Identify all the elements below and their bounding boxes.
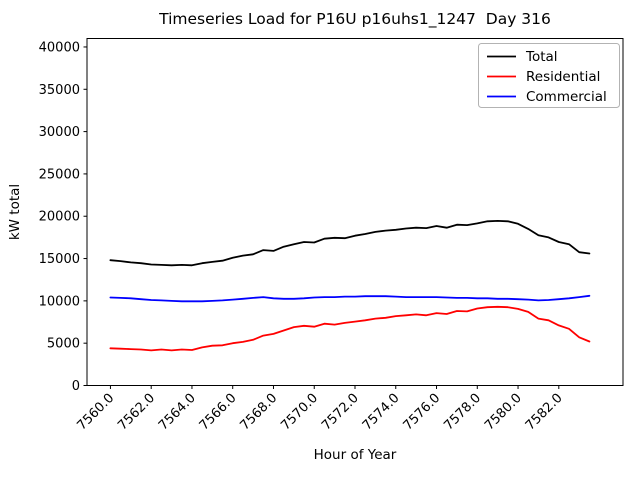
chart-title: Timeseries Load for P16U p16uhs1_1247 Da… xyxy=(158,10,551,29)
y-tick-label: 0 xyxy=(72,379,80,394)
y-tick-label: 40000 xyxy=(39,40,80,55)
y-tick-label: 10000 xyxy=(39,294,80,309)
axes-frame xyxy=(86,38,624,386)
legend-frame xyxy=(478,43,620,108)
series-line-residential xyxy=(109,305,591,352)
legend-label-residential: Residential xyxy=(526,69,600,85)
legend: Total Residential Commercial xyxy=(478,43,620,108)
x-tick-label: 7574.0 xyxy=(360,391,403,434)
x-tick-label: 7566.0 xyxy=(197,391,240,434)
y-tick-label: 30000 xyxy=(39,125,80,140)
legend-label-commercial: Commercial xyxy=(526,89,607,105)
x-tick-label: 7564.0 xyxy=(156,391,199,434)
y-axis-label: kW total xyxy=(7,184,23,240)
x-tick-label: 7568.0 xyxy=(238,391,281,434)
y-tick-label: 25000 xyxy=(39,167,80,182)
x-tick-label: 7570.0 xyxy=(278,391,321,434)
series-line-commercial xyxy=(109,294,591,303)
x-tick-label: 7572.0 xyxy=(319,391,362,434)
y-tick-label: 20000 xyxy=(39,210,80,225)
legend-label-total: Total xyxy=(525,49,558,65)
x-tick-label: 7560.0 xyxy=(74,391,117,434)
x-tick-label: 7582.0 xyxy=(523,391,566,434)
x-tick-label: 7578.0 xyxy=(441,391,484,434)
y-tick-label: 5000 xyxy=(47,337,80,352)
x-tick-label: 7562.0 xyxy=(115,391,158,434)
series-line-total xyxy=(109,219,591,267)
x-tick-label: 7580.0 xyxy=(482,391,525,434)
x-tick-label: 7576.0 xyxy=(401,391,444,434)
y-tick-label: 15000 xyxy=(39,252,80,267)
x-axis-label: Hour of Year xyxy=(314,447,397,463)
y-tick-label: 35000 xyxy=(39,83,80,98)
